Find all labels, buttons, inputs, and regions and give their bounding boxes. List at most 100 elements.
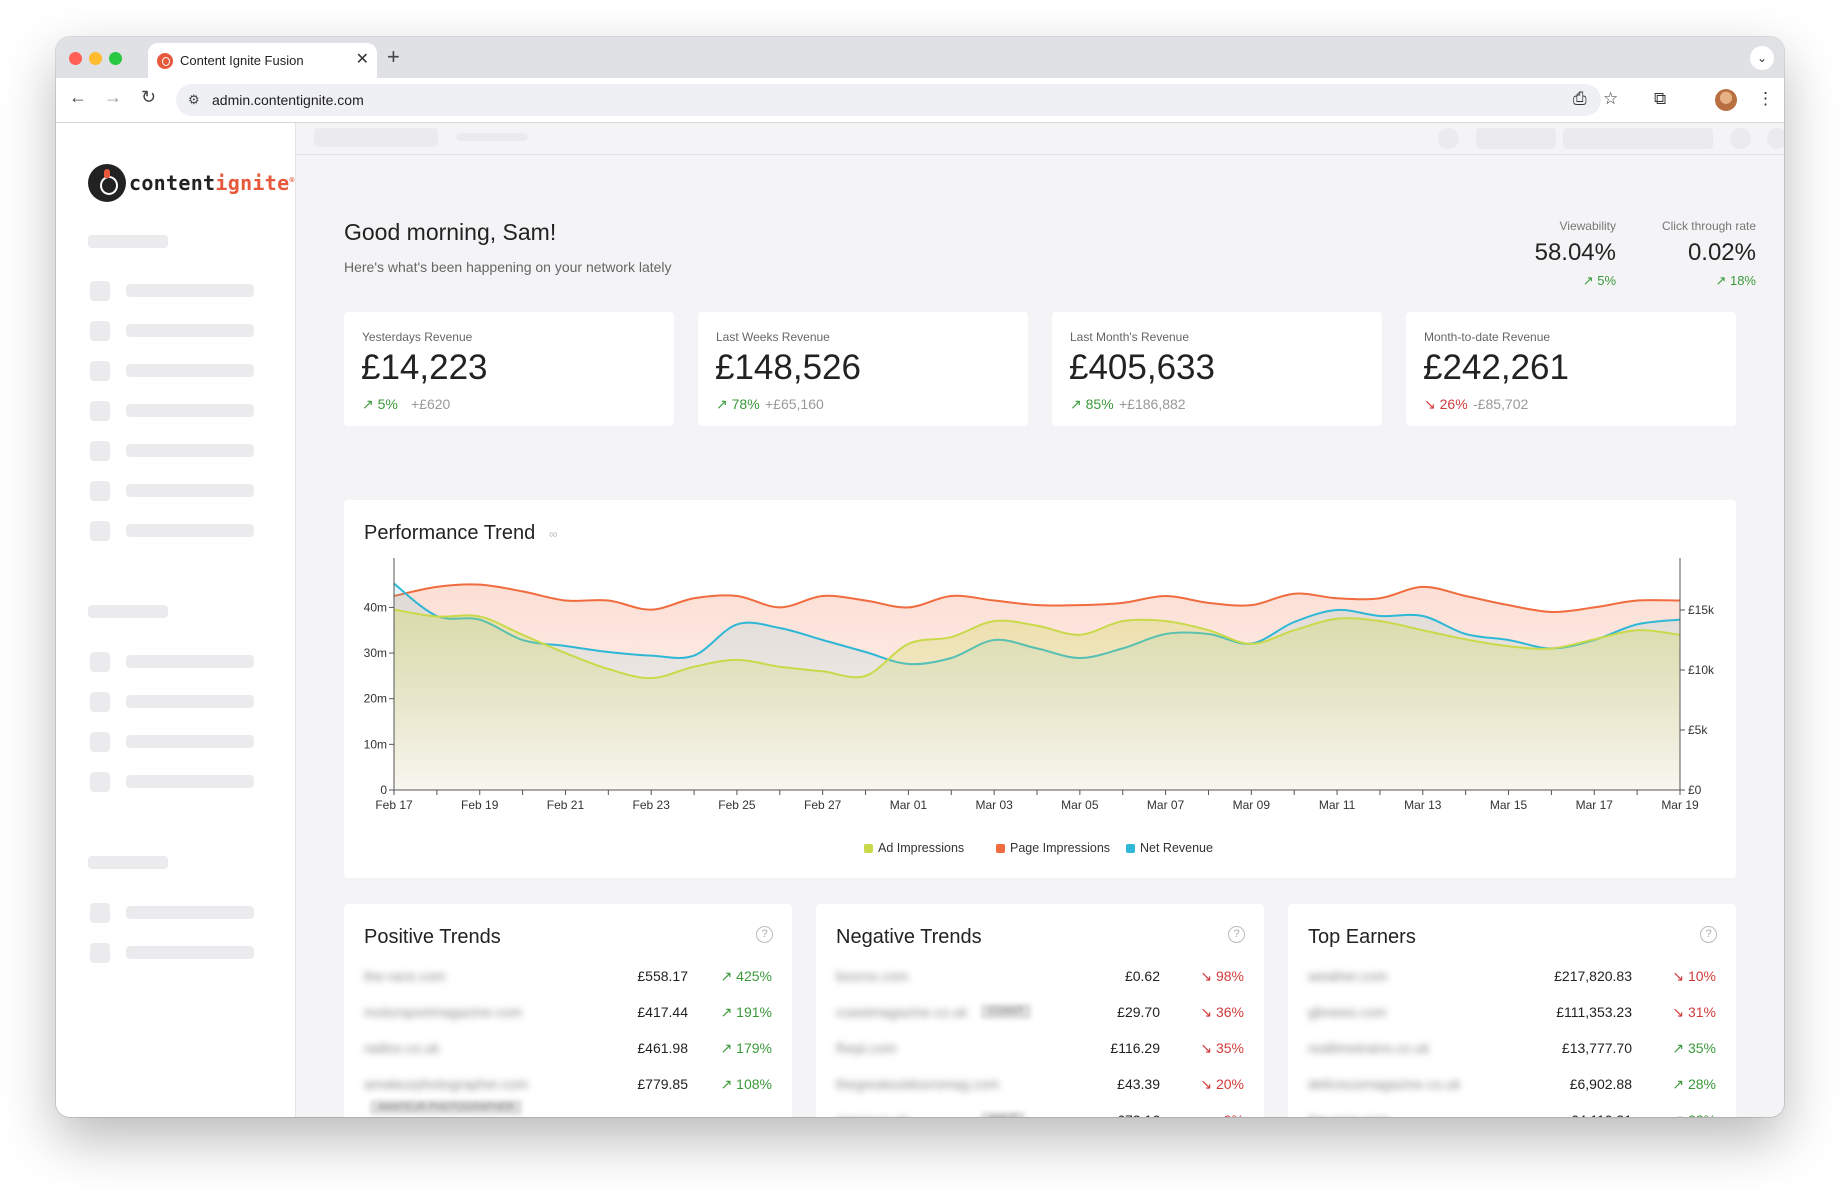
row-amount: £29.70 (1117, 1004, 1160, 1020)
y-left-tick-label: 20m (364, 692, 387, 706)
browser-tab[interactable]: Content Ignite Fusion ✕ (148, 43, 377, 78)
close-tab-icon[interactable]: ✕ (355, 51, 369, 68)
sidebar-item-placeholder[interactable] (126, 484, 254, 497)
x-tick-label: Mar 01 (890, 798, 928, 812)
help-icon[interactable]: ? (1700, 926, 1717, 943)
topbar-button-placeholder[interactable] (1563, 128, 1713, 149)
sidebar-item-placeholder[interactable] (126, 524, 254, 537)
revenue-delta: ↗ 85% (1070, 396, 1114, 412)
legend-label[interactable]: Net Revenue (1140, 841, 1213, 855)
greeting-title: Good morning, Sam! (344, 219, 557, 245)
sidebar-item-placeholder[interactable] (126, 775, 254, 788)
sidebar-item-icon-placeholder (90, 521, 110, 541)
series-line-0 (393, 608, 1681, 680)
table-row[interactable]: weather.com £217,820.83 ↘ 10% (1308, 968, 1716, 998)
revenue-card[interactable]: Yesterdays Revenue £14,223 ↗ 5% +£620 (344, 312, 674, 426)
revenue-card[interactable]: Last Weeks Revenue £148,526 ↗ 78% +£65,160 (698, 312, 1028, 426)
y-right-tick-label: £5k (1688, 723, 1708, 737)
trend-panel: Negative Trends? boxrox.com £0.62 ↘ 98% coas… (816, 904, 1264, 1117)
topbar-icon-placeholder[interactable] (1438, 128, 1459, 149)
sidebar-item-placeholder[interactable] (126, 906, 254, 919)
table-row[interactable]: motorsportmagazine.com £417.44 ↗ 191% (364, 1004, 772, 1034)
kpi-label: Viewability (1559, 219, 1616, 233)
sidebar-item-placeholder[interactable] (126, 655, 254, 668)
revenue-change-amount: -£85,702 (1473, 396, 1529, 412)
tab-search-icon[interactable]: ⌄ (1750, 46, 1774, 70)
top-bar (296, 123, 1784, 155)
sidebar-item-placeholder[interactable] (126, 444, 254, 457)
topbar-button-placeholder[interactable] (1476, 128, 1556, 149)
link-icon[interactable]: ∞ (549, 527, 558, 541)
install-app-icon[interactable]: ⎙ (1573, 89, 1587, 108)
legend-label[interactable]: Ad Impressions (878, 841, 964, 855)
site-name: the-race.com (1308, 1112, 1390, 1117)
sidebar-item-placeholder[interactable] (126, 324, 254, 337)
row-change-percent: ↘ 10% (1672, 968, 1716, 984)
table-row[interactable]: amrut.co.uk AMUT £73.16 ↘ 9% (836, 1112, 1244, 1117)
profile-avatar[interactable] (1715, 89, 1737, 111)
revenue-change-amount: +£65,160 (765, 396, 824, 412)
y-left-tick-label: 0 (380, 783, 387, 797)
bookmark-star-icon[interactable]: ☆ (1603, 89, 1619, 108)
logo-text[interactable]: contentignite® (129, 171, 295, 195)
table-row[interactable]: thegreatoutdoorsmag.com £43.39 ↘ 20% (836, 1076, 1244, 1106)
new-tab-icon[interactable]: + (387, 44, 400, 69)
sidebar-item-placeholder[interactable] (126, 695, 254, 708)
help-icon[interactable]: ? (1228, 926, 1245, 943)
site-name: fhepi.com (836, 1040, 897, 1056)
sidebar-item-icon-placeholder (90, 903, 110, 923)
row-change-percent: ↗ 23% (1672, 1112, 1716, 1117)
site-name: realtimetrains.co.uk (1308, 1040, 1430, 1056)
browser-window: Content Ignite Fusion ✕ + ⌄ ← → ↻ ⚙ admi… (56, 37, 1784, 1117)
table-row[interactable]: deliciousmagazine.co.uk £6,902.88 ↗ 28% (1308, 1076, 1716, 1106)
favicon-icon (157, 53, 173, 69)
table-row[interactable]: fhepi.com £116.29 ↘ 35% (836, 1040, 1244, 1070)
table-row[interactable]: the-race.com £558.17 ↗ 425% (364, 968, 772, 998)
row-amount: £0.62 (1124, 968, 1160, 984)
topbar-icon-placeholder[interactable] (1730, 128, 1751, 149)
row-change-percent: ↘ 36% (1200, 1004, 1244, 1020)
sidebar-item-placeholder[interactable] (126, 404, 254, 417)
extensions-icon[interactable]: ⧉ (1654, 89, 1667, 108)
revenue-card[interactable]: Month-to-date Revenue £242,261 ↘ 26% -£85,7… (1406, 312, 1736, 426)
sidebar-item-placeholder[interactable] (126, 284, 254, 297)
site-tag: COAST (981, 1004, 1032, 1019)
row-change-percent: ↗ 108% (720, 1076, 772, 1092)
back-icon[interactable]: ← (69, 87, 87, 107)
table-row[interactable]: radiox.co.uk £461.98 ↗ 179% (364, 1040, 772, 1070)
site-name: gbnews.com (1308, 1004, 1387, 1020)
table-row[interactable]: boxrox.com £0.62 ↘ 98% (836, 968, 1244, 998)
menu-kebab-icon[interactable]: ⋮ (1757, 89, 1774, 108)
reload-icon[interactable]: ↻ (141, 87, 157, 107)
legend-label[interactable]: Page Impressions (1010, 841, 1110, 855)
x-tick-label: Feb 23 (633, 798, 671, 812)
row-amount: £43.39 (1117, 1076, 1160, 1092)
series-area-0 (394, 609, 1680, 790)
url-text[interactable]: admin.contentignite.com (212, 92, 364, 108)
sidebar-item-placeholder[interactable] (126, 364, 254, 377)
table-row[interactable]: coastmagazine.co.uk COAST £29.70 ↘ 36% (836, 1004, 1244, 1034)
x-tick-label: Mar 03 (975, 798, 1013, 812)
table-row[interactable]: gbnews.com £111,353.23 ↘ 31% (1308, 1004, 1716, 1034)
site-settings-icon[interactable]: ⚙ (188, 92, 200, 107)
row-amount: £116.29 (1110, 1040, 1160, 1056)
row-amount: £6,902.88 (1569, 1076, 1632, 1092)
topbar-icon-placeholder[interactable] (1767, 128, 1784, 149)
row-change-percent: ↘ 31% (1672, 1004, 1716, 1020)
table-row[interactable]: realtimetrains.co.uk £13,777.70 ↗ 35% (1308, 1040, 1716, 1070)
legend-swatch (1126, 844, 1135, 853)
sidebar-item-placeholder[interactable] (126, 946, 254, 959)
table-row[interactable]: amateurphotographer.com AMATEUR PHOTOGRAP… (364, 1076, 772, 1115)
minimize-window-button[interactable] (89, 52, 102, 65)
x-tick-label: Mar 19 (1661, 798, 1699, 812)
revenue-card[interactable]: Last Month's Revenue £405,633 ↗ 85% +£186,8… (1052, 312, 1382, 426)
close-window-button[interactable] (69, 52, 82, 65)
site-name: the-race.com (364, 968, 446, 984)
help-icon[interactable]: ? (756, 926, 773, 943)
forward-icon[interactable]: → (104, 87, 122, 107)
maximize-window-button[interactable] (109, 52, 122, 65)
sidebar-item-placeholder[interactable] (126, 735, 254, 748)
kpi-delta: ↗ 5% (1582, 273, 1616, 288)
address-bar[interactable]: ⚙ admin.contentignite.com (176, 84, 1601, 116)
table-row[interactable]: the-race.com £4,110.31 ↗ 23% (1308, 1112, 1716, 1117)
